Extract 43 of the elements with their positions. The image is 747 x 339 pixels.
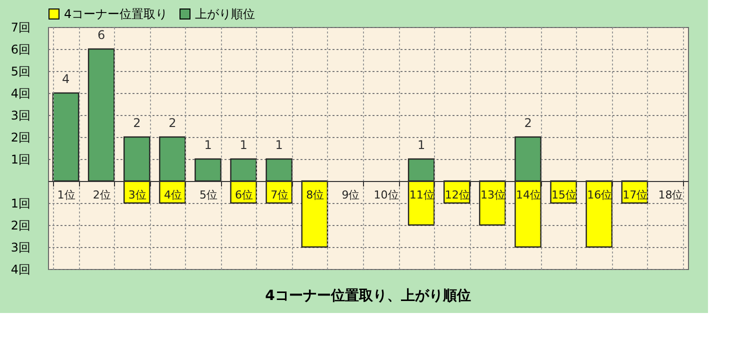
bar xyxy=(88,48,115,182)
y-tick-label: 7回 xyxy=(10,20,30,34)
x-tick-label: 16位 xyxy=(587,188,612,202)
x-tick-label: 18位 xyxy=(658,188,684,202)
y-tick-label: 6回 xyxy=(10,42,30,56)
y-tick-label: 4回 xyxy=(10,262,30,276)
x-tick-label: 6位 xyxy=(235,188,254,202)
x-tick-label: 2位 xyxy=(92,188,111,202)
bar xyxy=(301,180,328,248)
x-tick-label: 8位 xyxy=(306,188,324,202)
data-label: 2 xyxy=(524,116,532,130)
bar xyxy=(479,180,506,226)
y-tick-label: 5回 xyxy=(10,64,30,78)
x-tick-label: 9位 xyxy=(342,188,360,202)
legend-label: 上がり順位 xyxy=(195,7,255,21)
x-tick-label: 1位 xyxy=(57,188,76,202)
y-tick-label: 1回 xyxy=(10,152,30,166)
x-tick-label: 17位 xyxy=(622,188,648,202)
data-label: 4 xyxy=(62,72,70,86)
data-label: 1 xyxy=(240,138,248,152)
y-tick-label: 1回 xyxy=(10,196,30,210)
y-tick-label: 2回 xyxy=(10,130,30,144)
x-tick-label: 15位 xyxy=(552,188,577,202)
bar xyxy=(586,180,613,248)
legend-label: 4コーナー位置取り xyxy=(64,7,168,21)
y-tick-label: 4回 xyxy=(10,86,30,100)
y-tick-label: 3回 xyxy=(10,108,30,122)
data-label: 1 xyxy=(204,138,212,152)
x-tick-label: 7位 xyxy=(270,188,289,202)
bar xyxy=(52,92,80,182)
data-label: 2 xyxy=(168,116,176,130)
text: 4コーナー位置取り、上がり順位 xyxy=(265,288,471,304)
bar xyxy=(194,158,222,182)
x-tick-label: 3位 xyxy=(128,188,146,202)
data-label: 1 xyxy=(418,138,426,152)
data-label: 6 xyxy=(98,28,106,42)
x-tick-label: 10位 xyxy=(374,188,399,202)
data-label: 1 xyxy=(275,138,283,152)
data-label: 2 xyxy=(133,116,141,130)
x-tick-label: 4位 xyxy=(164,188,182,202)
y-tick-label: 2回 xyxy=(10,218,30,232)
x-tick-label: 5位 xyxy=(200,188,218,202)
y-tick-label: 3回 xyxy=(10,240,30,254)
